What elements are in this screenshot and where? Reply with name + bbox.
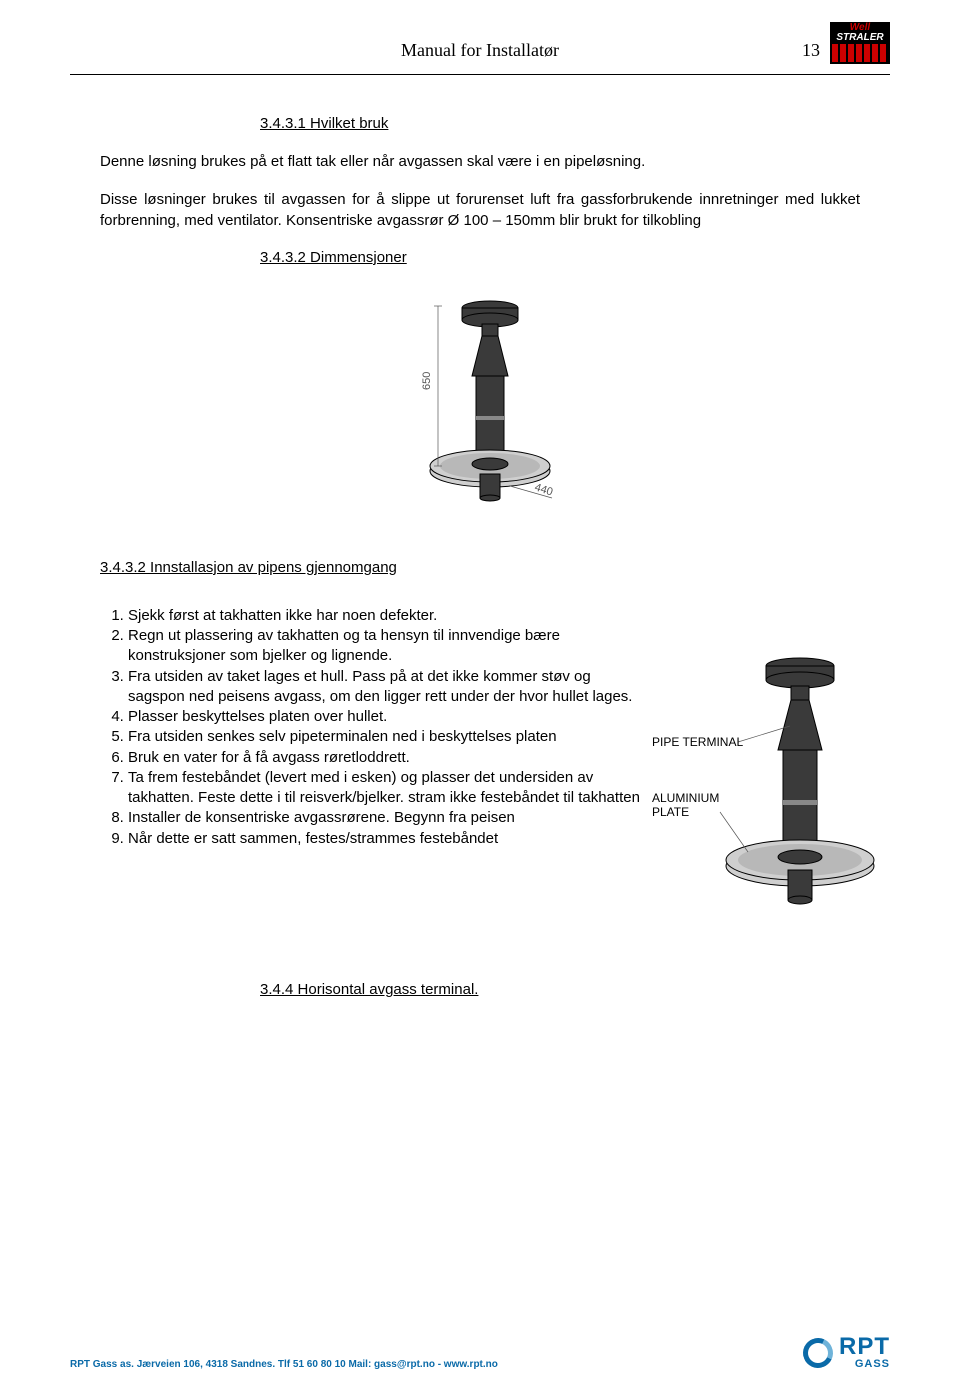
dim-base-label: 440 <box>533 481 554 498</box>
section-heading-3432-install: 3.4.3.2 Innstallasjon av pipens gjennomg… <box>100 559 890 576</box>
list-item: Fra utsiden av taket lages et hull. Pass… <box>128 667 640 708</box>
footer-logo-icon: RPT GASS <box>803 1336 890 1370</box>
figure-dimensions: 650 440 <box>70 286 890 531</box>
list-item: Sjekk først at takhatten ikke har noen d… <box>128 606 640 626</box>
figure-label-aluminium: ALUMINIUM <box>652 791 719 805</box>
figure-labeled: PIPE TERMINAL ALUMINIUM PLATE <box>650 606 880 951</box>
section-heading-344: 3.4.4 Horisontal avgass terminal. <box>260 981 890 998</box>
list-item: Regn ut plassering av takhatten og ta he… <box>128 626 640 667</box>
footer-logo-ring-icon <box>799 1334 837 1372</box>
figure-label-plate: PLATE <box>652 805 689 819</box>
page-footer: RPT Gass as. Jærveien 106, 4318 Sandnes.… <box>70 1336 890 1370</box>
list-item: Bruk en vater for å få avgass røretloddr… <box>128 748 640 768</box>
list-item: Når dette er satt sammen, festes/stramme… <box>128 829 640 849</box>
list-item: Fra utsiden senkes selv pipeterminalen n… <box>128 727 640 747</box>
pipe-terminal-dimension-icon: 650 440 <box>380 286 580 531</box>
section-heading-3432-dim: 3.4.3.2 Dimmensjoner <box>260 249 890 266</box>
footer-text: RPT Gass as. Jærveien 106, 4318 Sandnes.… <box>70 1359 498 1370</box>
content-row: Sjekk først at takhatten ikke har noen d… <box>100 606 880 951</box>
list-item: Ta frem festebåndet (levert med i esken)… <box>128 768 640 809</box>
header-title: Manual for Installatør <box>401 40 559 61</box>
brand-logo-text: Well STRALER <box>830 22 890 44</box>
page-header: Manual for Installatør 13 Well STRALER <box>70 30 890 70</box>
paragraph-1: Denne løsning brukes på et flatt tak ell… <box>100 152 860 172</box>
page-number: 13 <box>802 40 820 61</box>
pipe-terminal-labeled-icon: PIPE TERMINAL ALUMINIUM PLATE <box>650 646 880 946</box>
header-divider <box>70 74 890 75</box>
dim-height-label: 650 <box>421 371 433 389</box>
list-item: Plasser beskyttelses platen over hullet. <box>128 707 640 727</box>
paragraph-2: Disse løsninger brukes til avgassen for … <box>100 190 860 231</box>
page: Manual for Installatør 13 Well STRALER 3… <box>0 0 960 1396</box>
install-steps-list: Sjekk først at takhatten ikke har noen d… <box>100 606 640 951</box>
list-item: Installer de konsentriske avgassrørene. … <box>128 808 640 828</box>
figure-label-pipe-terminal: PIPE TERMINAL <box>652 735 743 749</box>
brand-logo-stripes-icon <box>830 44 890 64</box>
brand-logo-icon: Well STRALER <box>830 22 890 67</box>
section-heading-3431: 3.4.3.1 Hvilket bruk <box>260 115 890 132</box>
footer-logo-main: RPT <box>839 1336 890 1358</box>
